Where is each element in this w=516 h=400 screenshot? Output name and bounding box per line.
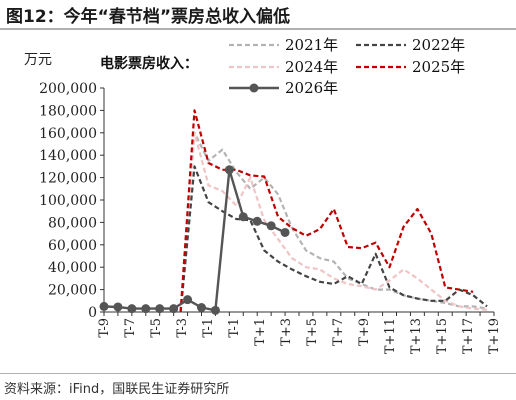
figure-title: 图12：今年“春节档”票房总收入偏低 xyxy=(6,7,291,27)
data-point xyxy=(197,303,206,313)
series-layer xyxy=(99,109,488,315)
x-tick-label: T+11 xyxy=(383,318,398,354)
data-point xyxy=(210,305,220,315)
source-note: 资料来源：iFind，国联民生证券研究所 xyxy=(4,382,230,397)
series-line-2025年 xyxy=(179,109,474,313)
y-tick-label: 0 xyxy=(88,305,97,321)
x-tick-label: T-3 xyxy=(175,318,190,338)
x-tick-label: T-1 xyxy=(201,318,216,338)
data-point xyxy=(141,304,151,314)
legend-label: 2021年 xyxy=(285,36,338,54)
x-tick-label: T+7 xyxy=(331,318,346,346)
data-point xyxy=(238,212,248,222)
series-line-2021年 xyxy=(179,131,488,313)
data-point xyxy=(99,301,109,311)
box-office-line-chart: 0 20,000 40,000 60,000 80,000 100,000 120,000 1… xyxy=(39,36,502,354)
x-tick-label: T+19 xyxy=(487,318,502,354)
x-tick-label: T-1 xyxy=(227,318,242,338)
x-tick-label: T+5 xyxy=(305,318,320,346)
x-tick-label: T+1 xyxy=(253,318,268,346)
x-tick-label: T-9 xyxy=(97,318,112,338)
data-point xyxy=(169,304,179,314)
x-tick-label: T+9 xyxy=(357,318,372,346)
data-point xyxy=(252,216,262,226)
data-point xyxy=(183,295,193,305)
series-line-2024年 xyxy=(179,131,488,313)
y-tick-label: 120,000 xyxy=(39,171,97,187)
legend-label: 2022年 xyxy=(412,36,465,54)
y-tick-label: 140,000 xyxy=(39,148,97,164)
axes-layer: 0 20,000 40,000 60,000 80,000 100,000 120,000 1… xyxy=(39,81,502,354)
data-point xyxy=(127,304,137,314)
title-divider xyxy=(0,28,516,30)
x-tick-label: T+15 xyxy=(435,318,450,354)
legend: 电影票房收入： 2021年 2022年 2024年 2025年 2026年 xyxy=(100,36,465,97)
legend-marker xyxy=(249,83,259,93)
y-tick-label: 200,000 xyxy=(39,81,97,97)
data-point xyxy=(113,302,123,312)
y-tick-label: 60,000 xyxy=(48,238,97,254)
data-point xyxy=(224,165,234,175)
y-tick-label: 180,000 xyxy=(39,103,97,119)
data-point xyxy=(280,227,290,237)
x-tick-label: T+17 xyxy=(461,318,476,354)
x-tick-label: T-7 xyxy=(123,318,138,338)
x-tick-label: T+3 xyxy=(279,318,294,346)
y-tick-label: 100,000 xyxy=(39,193,97,209)
y-tick-label: 80,000 xyxy=(48,215,97,231)
series-line-2026年 xyxy=(103,168,286,312)
unit-label: 万元 xyxy=(24,52,52,68)
x-tick-label: T-5 xyxy=(149,318,164,338)
y-tick-label: 160,000 xyxy=(39,126,97,142)
legend-label: 2025年 xyxy=(412,58,465,76)
data-point xyxy=(155,304,165,314)
data-point xyxy=(266,221,276,231)
legend-title: 电影票房收入： xyxy=(100,55,198,72)
x-tick-label: T+13 xyxy=(409,318,424,354)
footer-divider xyxy=(0,373,516,374)
legend-label: 2026年 xyxy=(285,79,338,97)
legend-label: 2024年 xyxy=(285,58,338,76)
y-tick-label: 40,000 xyxy=(48,260,97,276)
y-tick-label: 20,000 xyxy=(48,283,97,299)
series-line-2022年 xyxy=(179,165,488,313)
